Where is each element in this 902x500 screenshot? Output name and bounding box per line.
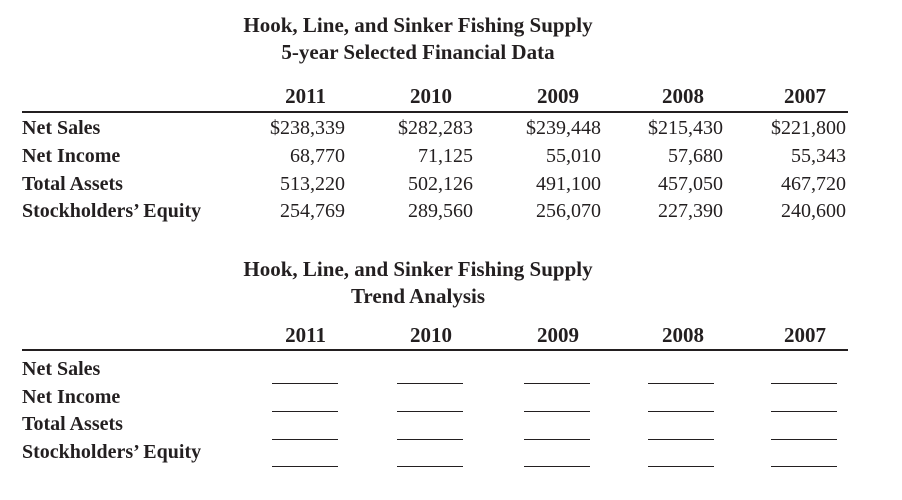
table2-subtitle: Trend Analysis	[350, 284, 486, 308]
table-cell: 55,010	[546, 145, 601, 167]
answer-blank	[771, 466, 837, 467]
answer-blank	[771, 439, 837, 440]
table-cell: 57,680	[668, 145, 723, 167]
table2-row-label-net-sales: Net Sales	[22, 358, 101, 380]
answer-blank	[272, 411, 338, 412]
table2-row-label-net-income: Net Income	[22, 386, 121, 408]
table-cell: 71,125	[418, 145, 473, 167]
table-cell: 256,070	[536, 200, 601, 222]
answer-blank	[397, 466, 463, 467]
table-cell: 513,220	[280, 173, 345, 195]
table-cell: 55,343	[791, 145, 846, 167]
table-cell: 457,050	[658, 173, 723, 195]
table-cell: 68,770	[290, 145, 345, 167]
answer-blank	[524, 383, 590, 384]
table-cell: $239,448	[526, 117, 601, 139]
answer-blank	[397, 411, 463, 412]
answer-blank	[524, 411, 590, 412]
answer-blank	[524, 439, 590, 440]
table-cell: $282,283	[398, 117, 473, 139]
table1-year-2011: 2011	[285, 84, 326, 108]
answer-blank	[648, 439, 714, 440]
row-label: Stockholders’ Equity	[22, 200, 202, 222]
table-cell: 240,600	[781, 200, 846, 222]
answer-blank	[648, 411, 714, 412]
answer-blank	[272, 439, 338, 440]
table-cell: $238,339	[270, 117, 345, 139]
row-label: Net Income	[22, 145, 121, 167]
answer-blank	[771, 383, 837, 384]
table2-row-label-total-assets: Total Assets	[22, 413, 123, 435]
table2-year-2010: 2010	[410, 323, 452, 347]
table1-title: Hook, Line, and Sinker Fishing Supply	[243, 13, 593, 37]
answer-blank	[771, 411, 837, 412]
row-label: Total Assets	[22, 173, 123, 195]
table-cell: $221,800	[771, 117, 846, 139]
table1-header-rule	[22, 111, 848, 113]
table-cell: 491,100	[536, 173, 601, 195]
table2-title: Hook, Line, and Sinker Fishing Supply	[243, 257, 593, 281]
table-cell: $215,430	[648, 117, 723, 139]
answer-blank	[648, 466, 714, 467]
table-cell: 227,390	[658, 200, 723, 222]
table-cell: 289,560	[408, 200, 473, 222]
table1-year-2008: 2008	[662, 84, 704, 108]
row-label: Net Sales	[22, 117, 101, 139]
table-cell: 254,769	[280, 200, 345, 222]
table1-year-2010: 2010	[410, 84, 452, 108]
table2-header-rule	[22, 349, 848, 351]
table2-year-2011: 2011	[285, 323, 326, 347]
table2-row-label-stockholders-equity: Stockholders’ Equity	[22, 441, 202, 463]
table1-year-2009: 2009	[537, 84, 579, 108]
table2-year-2007: 2007	[784, 323, 826, 347]
answer-blank	[397, 383, 463, 384]
answer-blank	[397, 439, 463, 440]
answer-blank	[272, 383, 338, 384]
answer-blank	[524, 466, 590, 467]
answer-blank	[648, 383, 714, 384]
table2-year-2008: 2008	[662, 323, 704, 347]
table-cell: 502,126	[408, 173, 473, 195]
table-cell: 467,720	[781, 173, 846, 195]
table1-subtitle: 5-year Selected Financial Data	[281, 40, 555, 64]
table2-year-2009: 2009	[537, 323, 579, 347]
answer-blank	[272, 466, 338, 467]
table1-year-2007: 2007	[784, 84, 826, 108]
